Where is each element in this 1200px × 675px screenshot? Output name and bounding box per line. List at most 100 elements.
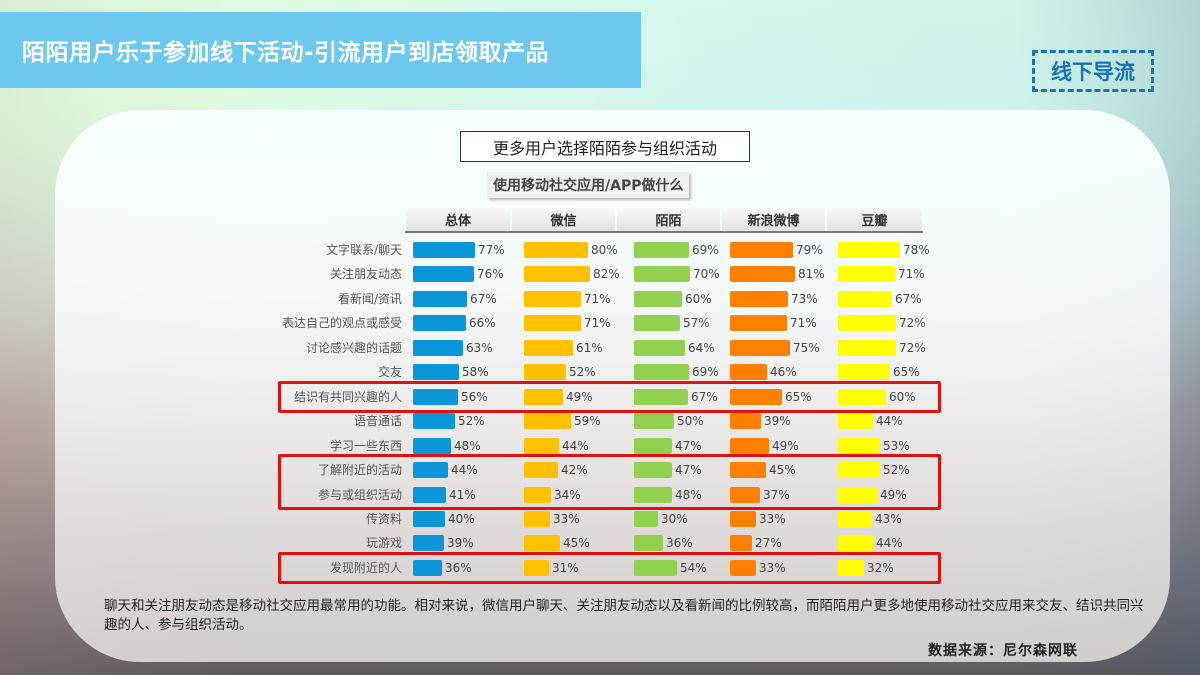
value-label: 69% xyxy=(692,365,719,380)
value-label: 71% xyxy=(790,316,817,331)
highlight-box xyxy=(278,380,941,413)
value-label: 41% xyxy=(449,487,476,502)
value-label: 45% xyxy=(769,463,796,478)
value-label: 64% xyxy=(688,340,715,355)
value-label: 71% xyxy=(898,267,925,282)
bar xyxy=(524,266,590,283)
bar xyxy=(413,339,463,356)
bar xyxy=(413,413,455,430)
value-label: 33% xyxy=(759,511,786,526)
bar xyxy=(634,437,672,454)
bar xyxy=(524,364,566,381)
value-label: 71% xyxy=(584,316,611,331)
bar xyxy=(413,242,475,258)
bar xyxy=(634,242,689,258)
bar xyxy=(730,339,790,356)
value-label: 52% xyxy=(569,365,596,380)
header-divider xyxy=(405,231,923,233)
bar xyxy=(730,364,767,381)
summary-text: 聊天和关注朋友动态是移动社交应用最常用的功能。相对来说，微信用户聊天、关注朋友动… xyxy=(104,598,1144,633)
row-label: 玩游戏 xyxy=(365,536,402,551)
row-label: 关注朋友动态 xyxy=(329,267,402,282)
value-label: 65% xyxy=(893,365,920,380)
bar xyxy=(838,437,880,454)
bar xyxy=(524,413,571,430)
bar xyxy=(413,290,467,307)
value-label: 72% xyxy=(899,340,926,355)
bar xyxy=(730,413,761,430)
bar xyxy=(524,462,558,479)
column-header: 新浪微博 xyxy=(722,207,825,231)
value-label: 47% xyxy=(675,438,702,453)
row-label: 看新闻/资讯 xyxy=(337,291,402,306)
bar xyxy=(730,559,756,576)
value-label: 44% xyxy=(562,438,589,453)
bar xyxy=(634,535,663,552)
bar xyxy=(634,339,685,356)
value-label: 65% xyxy=(785,389,812,404)
bar xyxy=(524,388,563,405)
value-label: 50% xyxy=(677,414,704,429)
bar xyxy=(413,315,466,332)
bar xyxy=(730,535,752,552)
value-label: 48% xyxy=(454,438,481,453)
bar xyxy=(838,315,896,332)
value-label: 59% xyxy=(574,414,601,429)
bar xyxy=(413,266,474,283)
bar xyxy=(634,559,677,576)
bar xyxy=(730,486,760,503)
value-label: 49% xyxy=(566,389,593,404)
value-label: 72% xyxy=(899,316,926,331)
value-label: 33% xyxy=(759,560,786,575)
value-label: 32% xyxy=(867,560,894,575)
value-label: 46% xyxy=(770,365,797,380)
data-source: 数据来源：尼尔森网联 xyxy=(928,643,1078,659)
bar xyxy=(413,388,458,405)
bar xyxy=(634,388,688,405)
value-label: 71% xyxy=(584,291,611,306)
value-label: 60% xyxy=(889,389,916,404)
bar xyxy=(413,437,451,454)
bar xyxy=(730,510,756,527)
value-label: 48% xyxy=(675,487,702,502)
value-label: 44% xyxy=(451,463,478,478)
value-label: 60% xyxy=(685,291,712,306)
row-label: 学习一些东西 xyxy=(329,438,402,453)
value-label: 30% xyxy=(661,511,688,526)
value-label: 42% xyxy=(561,463,588,478)
value-label: 78% xyxy=(903,243,930,257)
chart-title: 更多用户选择陌陌参与组织活动 xyxy=(460,131,750,162)
row-label: 交友 xyxy=(377,365,402,380)
row-label: 传资料 xyxy=(365,511,402,526)
value-label: 37% xyxy=(763,487,790,502)
bar xyxy=(838,413,873,430)
bar xyxy=(413,559,442,576)
bar xyxy=(524,290,581,307)
bar xyxy=(413,510,445,527)
value-label: 76% xyxy=(477,267,504,282)
value-label: 52% xyxy=(458,414,485,429)
bar xyxy=(730,462,766,479)
bar xyxy=(838,242,900,258)
value-label: 67% xyxy=(470,291,497,306)
title-bar: 陌陌用户乐于参加线下活动-引流用户到店领取产品 xyxy=(0,12,641,88)
value-label: 49% xyxy=(772,438,799,453)
row-label: 文字联系/聊天 xyxy=(325,243,402,257)
bar xyxy=(730,437,769,454)
column-header: 陌陌 xyxy=(617,207,720,231)
value-label: 67% xyxy=(691,389,718,404)
bar xyxy=(524,559,549,576)
column-header: 总体 xyxy=(406,207,510,231)
bar xyxy=(838,290,892,307)
bar xyxy=(730,266,795,283)
value-label: 45% xyxy=(563,536,590,551)
value-label: 70% xyxy=(693,267,720,282)
value-label: 43% xyxy=(875,511,902,526)
highlight-box xyxy=(278,454,941,511)
bar xyxy=(524,510,550,527)
bar xyxy=(634,486,672,503)
bar xyxy=(413,535,444,552)
value-label: 79% xyxy=(796,243,823,257)
bar xyxy=(634,290,682,307)
bar xyxy=(838,535,873,552)
